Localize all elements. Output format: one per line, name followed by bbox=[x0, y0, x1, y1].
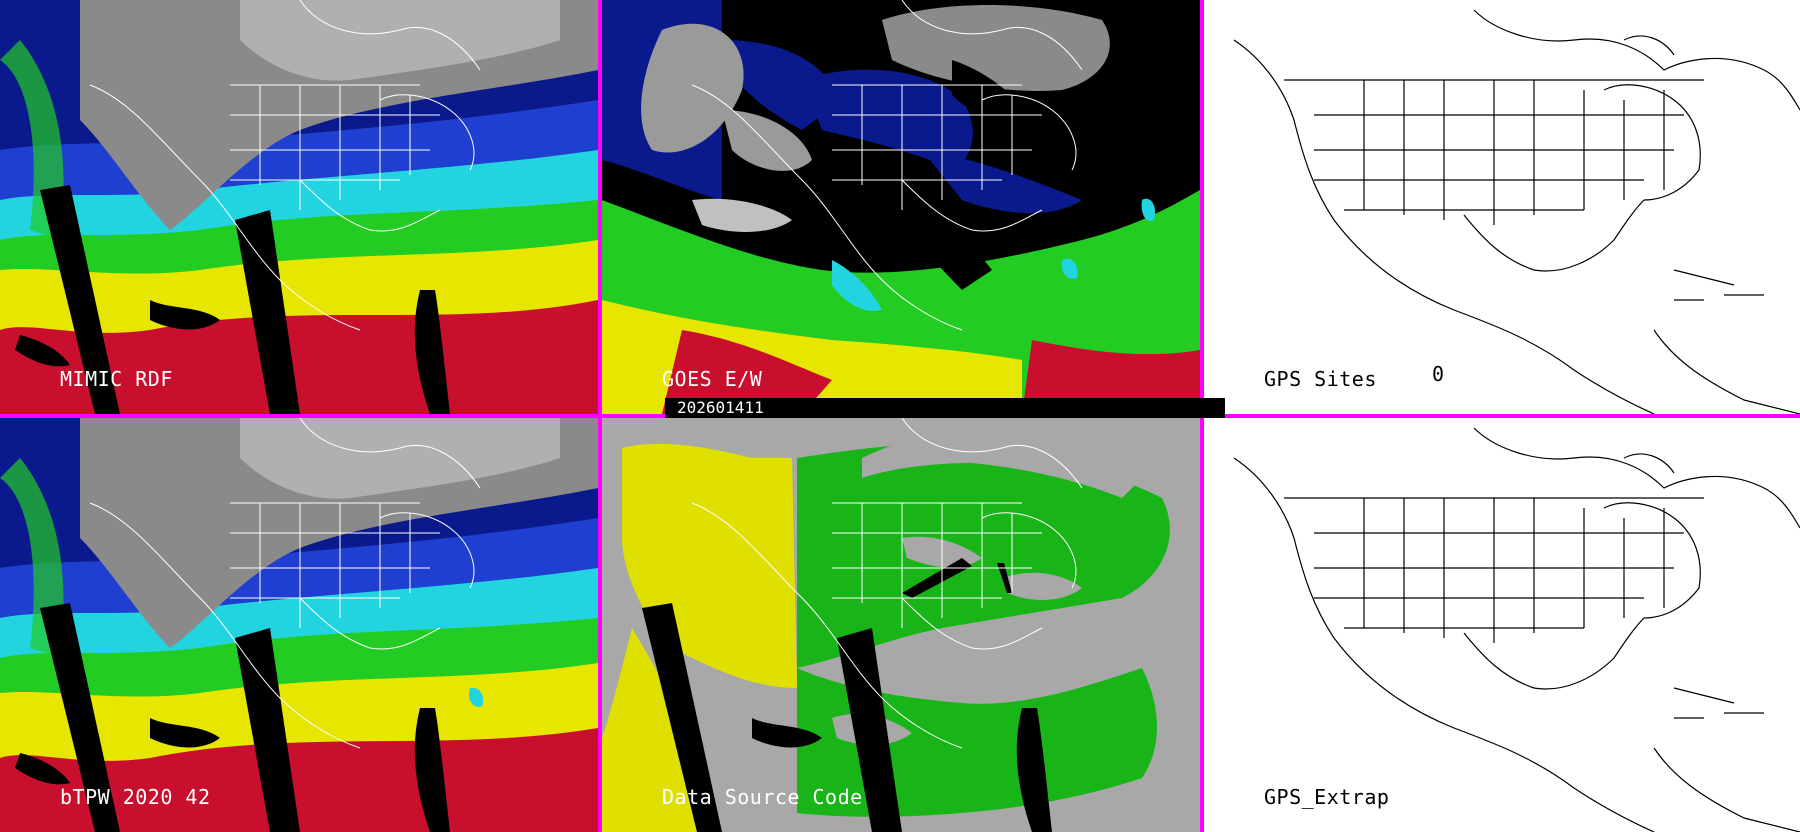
data-source-map bbox=[602, 418, 1200, 832]
timestamp-bar: 202601411 bbox=[665, 398, 1225, 418]
panel-label-gps-sites: GPS Sites bbox=[1264, 367, 1377, 391]
panel-btpw: bTPW 2020 42 bbox=[0, 418, 598, 832]
panel-label-btpw: bTPW 2020 42 bbox=[60, 785, 211, 809]
goes-ew-map bbox=[602, 0, 1200, 414]
gps-extrap-map bbox=[1204, 418, 1800, 832]
mimic-rdf-map bbox=[0, 0, 598, 414]
panel-label-data-source-code: Data Source Code bbox=[662, 785, 863, 809]
panel-gps-sites: GPS Sites bbox=[1204, 0, 1800, 414]
panel-label-mimic-rdf: MIMIC RDF bbox=[60, 367, 173, 391]
panel-data-source-code: Data Source Code bbox=[602, 418, 1200, 832]
panel-mimic-rdf: MIMIC RDF bbox=[0, 0, 598, 414]
btpw-map bbox=[0, 418, 598, 832]
gps-sites-count: 0 bbox=[1432, 362, 1445, 386]
panel-label-goes-ew: GOES E/W bbox=[662, 367, 763, 391]
panel-gps-extrap: GPS_Extrap bbox=[1204, 418, 1800, 832]
panel-label-gps-extrap: GPS_Extrap bbox=[1264, 785, 1390, 809]
gps-sites-map bbox=[1204, 0, 1800, 414]
panel-goes-ew: GOES E/W bbox=[602, 0, 1200, 414]
